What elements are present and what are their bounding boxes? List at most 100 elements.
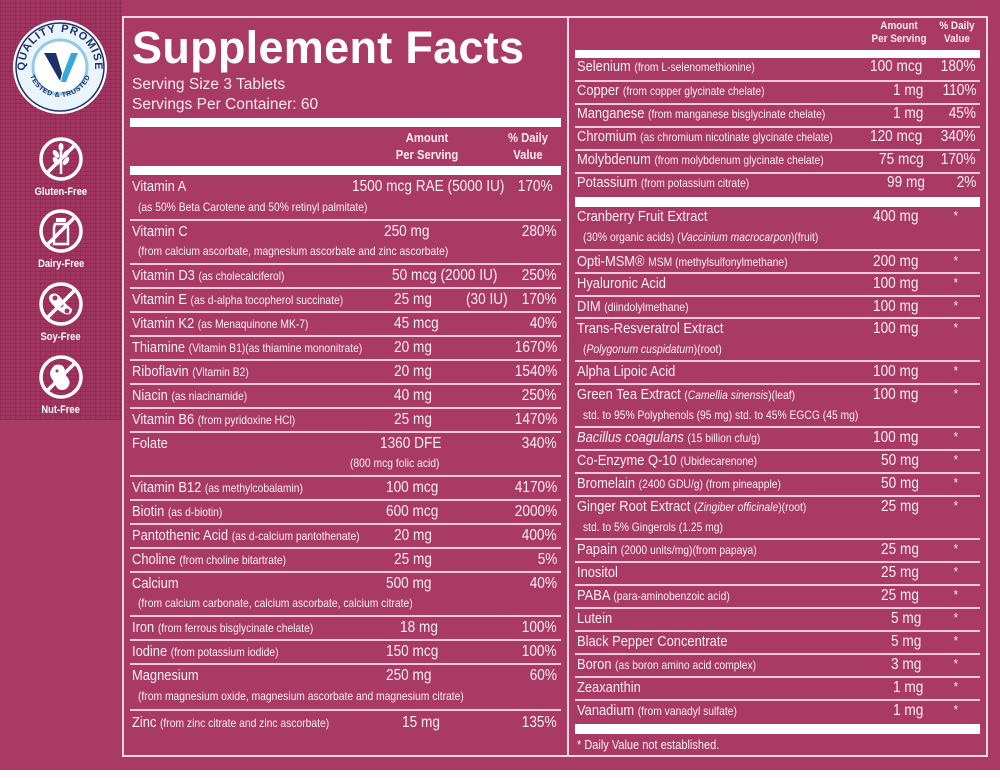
nutrient-amount: 250 mg [386,667,432,684]
nutrient-dv: 100% [522,643,557,660]
soy-free-label: Soy-Free [40,331,82,343]
dairy-free-label: Dairy-Free [37,258,85,270]
ingredient-row-lutein: Lutein 5 mg * [575,610,980,632]
nutrient-dv: 340% [941,128,976,145]
supplement-facts-left-panel: Supplement Facts Serving Size 3 Tablets … [122,16,568,757]
ingredient-amount: 100 mg [873,429,919,446]
divider-bar [575,50,980,58]
nutrient-source: (from magnesium oxide, magnesium ascorba… [138,689,464,703]
ingredient-row-black-pepper: Black Pepper Concentrate 5 mg * [575,633,980,655]
nutrient-name: Pantothenic Acid (as d-calcium pantothen… [132,527,360,544]
nutrient-name: Vitamin C [132,223,188,240]
divider-bar [130,166,561,175]
ingredient-name: Green Tea Extract (Camellia sinensis)(le… [577,386,796,403]
ingredient-row-boron: Boron (as boron amino acid complex) 3 mg… [575,656,980,678]
nutrient-amount: 600 mcg [386,503,439,520]
ingredient-row-opti-msm: Opti-MSM® MSM (methylsulfonylmethane) 20… [575,253,980,274]
nutrient-name: Chromium (as chromium nicotinate glycina… [577,128,833,145]
milk-bottle-crossed-icon [39,209,83,253]
nutrient-row-calcium: Calcium (from calcium carbonate, calcium… [130,575,561,617]
servings-per-container: Servings Per Container: 60 [132,96,319,113]
nutrient-row-molybdenum: Molybdenum (from molybdenum glycinate ch… [575,151,980,174]
ingredient-row-green-tea-extract: Green Tea Extract (Camellia sinensis)(le… [575,386,980,428]
nutrient-amount: 500 mg [386,575,432,592]
ingredient-name: PABA (para-aminobenzoic acid) [577,587,730,604]
nutrient-row-selenium: Selenium (from L-selenomethionine) 100 m… [575,58,980,82]
nutrient-dv: 100% [522,619,557,636]
nutrient-name: Magnesium [132,667,199,684]
ingredient-amount: 200 mg [873,253,919,270]
ingredient-row-inositol: Inositol 25 mg * [575,564,980,586]
divider-bar [575,197,980,207]
ingredient-row-bacillus-coagulans: Bacillus coagulans (15 billion cfu/g) 10… [575,429,980,451]
nutrient-row-vitamin-c: Vitamin C (from calcium ascorbate, magne… [130,223,561,265]
ingredient-amount: 50 mg [881,452,919,469]
ingredient-name: Hyaluronic Acid [577,275,666,292]
quality-promise-icon: QUALITY PROMISE TESTED & TRUSTED [13,20,107,114]
nutrient-amount: 1 mg [893,82,924,99]
nutrient-name: Riboflavin (Vitamin B2) [132,363,249,380]
nutrient-amount: 20 mg [394,339,432,356]
nutrient-row-vitamin-b6: Vitamin B6 (from pyridoxine HCl) 25 mg 1… [130,411,561,433]
nutrient-name: Vitamin D3 (as cholecalciferol) [132,267,285,284]
nutrient-name: Niacin (as niacinamide) [132,387,248,404]
ingredient-name: Bromelain (2400 GDU/g) (from pineapple) [577,475,781,492]
ingredient-dv: * [953,475,958,490]
nutrient-name: Calcium [132,575,179,592]
amount-header: Amount Per Serving [871,20,927,45]
nutrient-amount: 25 mg [394,291,432,308]
ingredient-name: Boron (as boron amino acid complex) [577,656,757,673]
ingredient-amount: 100 mg [873,386,919,403]
nutrient-dv: 340% [522,435,557,452]
nutrient-row-vitamin-a: Vitamin A (as 50% Beta Carotene and 50% … [130,178,561,221]
ingredient-standardization: std. to 95% Polyphenols (95 mg) std. to … [583,408,859,422]
nutrient-row-copper: Copper (from copper glycinate chelate) 1… [575,82,980,105]
ingredient-dv: * [953,208,958,223]
ingredient-amount: 25 mg [881,498,919,515]
nutrient-dv: 400% [522,527,557,544]
ingredient-row-trans-resveratrol: Trans-Resveratrol Extract (Polygonum cus… [575,320,980,362]
nutrient-dv: 2000% [514,503,557,520]
ingredient-amount: 25 mg [881,541,919,558]
nutrient-dv: 135% [522,714,557,731]
badge-sidebar: QUALITY PROMISE TESTED & TRUSTED Gluten-… [0,0,122,420]
nutrient-source: (from calcium carbonate, calcium ascorba… [138,596,413,610]
ingredient-name: Cranberry Fruit Extract [577,208,708,225]
nutrient-row-folate: Folate 1360 DFE (800 mcg folic acid) 340… [130,435,561,477]
divider-bar [130,118,561,127]
nutrient-amount: 1360 DFE [380,435,442,452]
nutrient-row-thiamine: Thiamine (Vitamin B1)(as thiamine mononi… [130,339,561,361]
ingredient-dv: * [953,498,958,513]
ingredient-dv: * [953,275,958,290]
nutrient-row-biotin: Biotin (as d-biotin) 600 mcg 2000% [130,503,561,525]
wheat-crossed-icon [39,137,83,181]
nutrient-amount: 18 mg [400,619,438,636]
gluten-free-badge: Gluten-Free [18,136,104,200]
nutrient-dv: 2% [956,174,976,191]
ingredient-source: (Polygonum cuspidatum)(root) [583,342,722,356]
nutrient-name: Iron (from ferrous bisglycinate chelate) [132,619,314,636]
ingredient-amount: 1 mg [893,702,924,719]
nutrient-amount-note: (800 mcg folic acid) [350,456,440,470]
ingredient-name: Co-Enzyme Q-10 (Ubidecarenone) [577,452,758,469]
ingredient-dv: * [953,610,958,625]
ingredient-standardization: std. to 5% Gingerols (1.25 mg) [583,520,723,534]
nutrient-amount: 25 mg [394,551,432,568]
ingredient-dv: * [953,298,958,313]
nutrient-amount: 15 mg [402,714,440,731]
nutrient-name: Copper (from copper glycinate chelate) [577,82,765,99]
ingredient-row-zeaxanthin: Zeaxanthin 1 mg * [575,679,980,701]
ingredient-amount: 3 mg [891,656,922,673]
nutrient-amount: 150 mcg [386,643,439,660]
soybean-crossed-icon [39,282,83,326]
ingredient-amount: 100 mg [873,275,919,292]
nutrient-row-magnesium: Magnesium (from magnesium oxide, magnesi… [130,667,561,711]
page-title: Supplement Facts [132,22,525,73]
nutrient-dv: 1540% [514,363,557,380]
ingredient-amount: 5 mg [891,633,922,650]
nutrient-name: Choline (from choline bitartrate) [132,551,287,568]
ingredient-name: DIM (diindolylmethane) [577,298,689,315]
nutrient-source: (from calcium ascorbate, magnesium ascor… [138,244,449,258]
ingredient-row-alpha-lipoic-acid: Alpha Lipoic Acid 100 mg * [575,363,980,385]
nutrient-amount: 99 mg [887,174,925,191]
